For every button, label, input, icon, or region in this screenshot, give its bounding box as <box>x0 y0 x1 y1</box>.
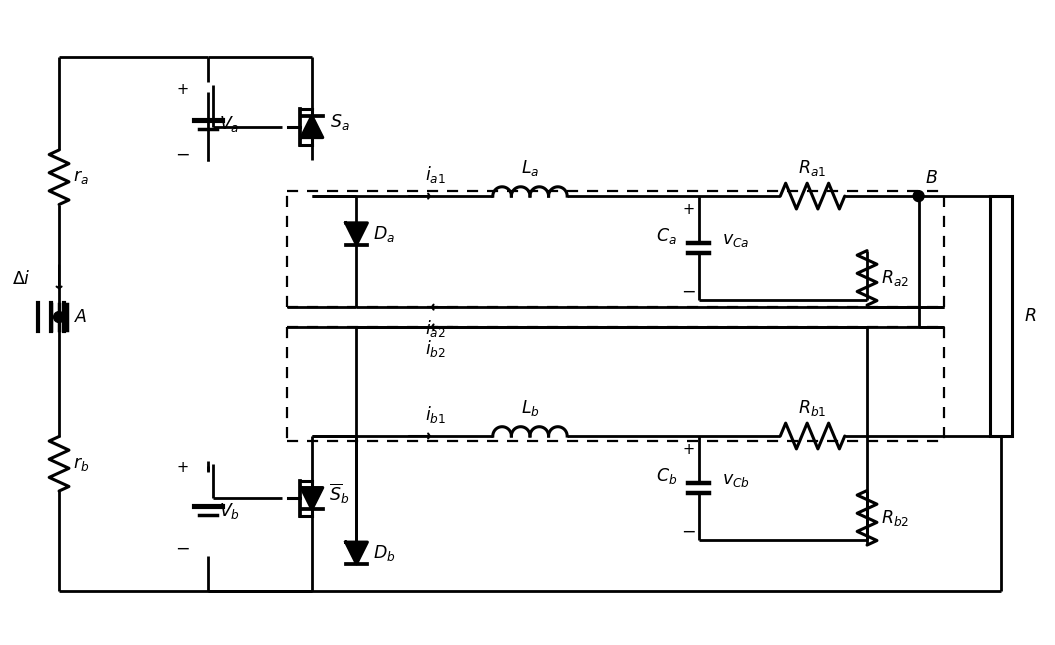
Text: $C_a$: $C_a$ <box>656 226 677 246</box>
Text: $\Delta i$: $\Delta i$ <box>12 270 31 288</box>
Text: $\overline{S}_b$: $\overline{S}_b$ <box>329 481 350 506</box>
Circle shape <box>914 191 924 201</box>
Bar <box>990 196 1012 436</box>
Text: $R_{b2}$: $R_{b2}$ <box>881 508 909 528</box>
Text: $-$: $-$ <box>682 281 696 299</box>
Text: $r_a$: $r_a$ <box>73 168 89 186</box>
Text: $R_{a1}$: $R_{a1}$ <box>799 158 827 178</box>
Text: $i_{a2}$: $i_{a2}$ <box>425 319 446 339</box>
Text: $L_a$: $L_a$ <box>521 158 539 178</box>
Text: $L_b$: $L_b$ <box>520 398 539 418</box>
Polygon shape <box>301 488 323 510</box>
Text: $-$: $-$ <box>682 521 696 539</box>
Polygon shape <box>301 116 323 137</box>
Text: $V_b$: $V_b$ <box>219 501 241 521</box>
Text: $-$: $-$ <box>175 539 190 557</box>
Text: $+$: $+$ <box>176 461 188 475</box>
Text: $C_b$: $C_b$ <box>656 466 677 486</box>
Text: $+$: $+$ <box>683 203 695 217</box>
Text: $A$: $A$ <box>74 308 88 326</box>
Circle shape <box>54 312 64 322</box>
Text: $i_{b2}$: $i_{b2}$ <box>425 338 446 359</box>
Text: $+$: $+$ <box>176 81 188 97</box>
Text: $B$: $B$ <box>925 170 938 187</box>
Text: $r_b$: $r_b$ <box>73 455 89 473</box>
Text: $v_{Cb}$: $v_{Cb}$ <box>723 471 750 489</box>
Text: $V_a$: $V_a$ <box>219 114 239 134</box>
Text: $i_{a1}$: $i_{a1}$ <box>425 164 446 184</box>
Text: $+$: $+$ <box>683 442 695 457</box>
Text: $R_{a2}$: $R_{a2}$ <box>881 268 908 288</box>
Text: $D_a$: $D_a$ <box>373 224 396 244</box>
Polygon shape <box>346 223 367 244</box>
Text: $v_{Ca}$: $v_{Ca}$ <box>723 232 750 249</box>
Text: $-$: $-$ <box>175 144 190 163</box>
Polygon shape <box>346 542 367 564</box>
Text: $i_{b1}$: $i_{b1}$ <box>425 404 446 424</box>
Text: $D_b$: $D_b$ <box>373 543 396 563</box>
Text: $R$: $R$ <box>1024 308 1037 324</box>
Text: $S_a$: $S_a$ <box>330 112 349 132</box>
Text: $R_{b1}$: $R_{b1}$ <box>799 398 827 418</box>
